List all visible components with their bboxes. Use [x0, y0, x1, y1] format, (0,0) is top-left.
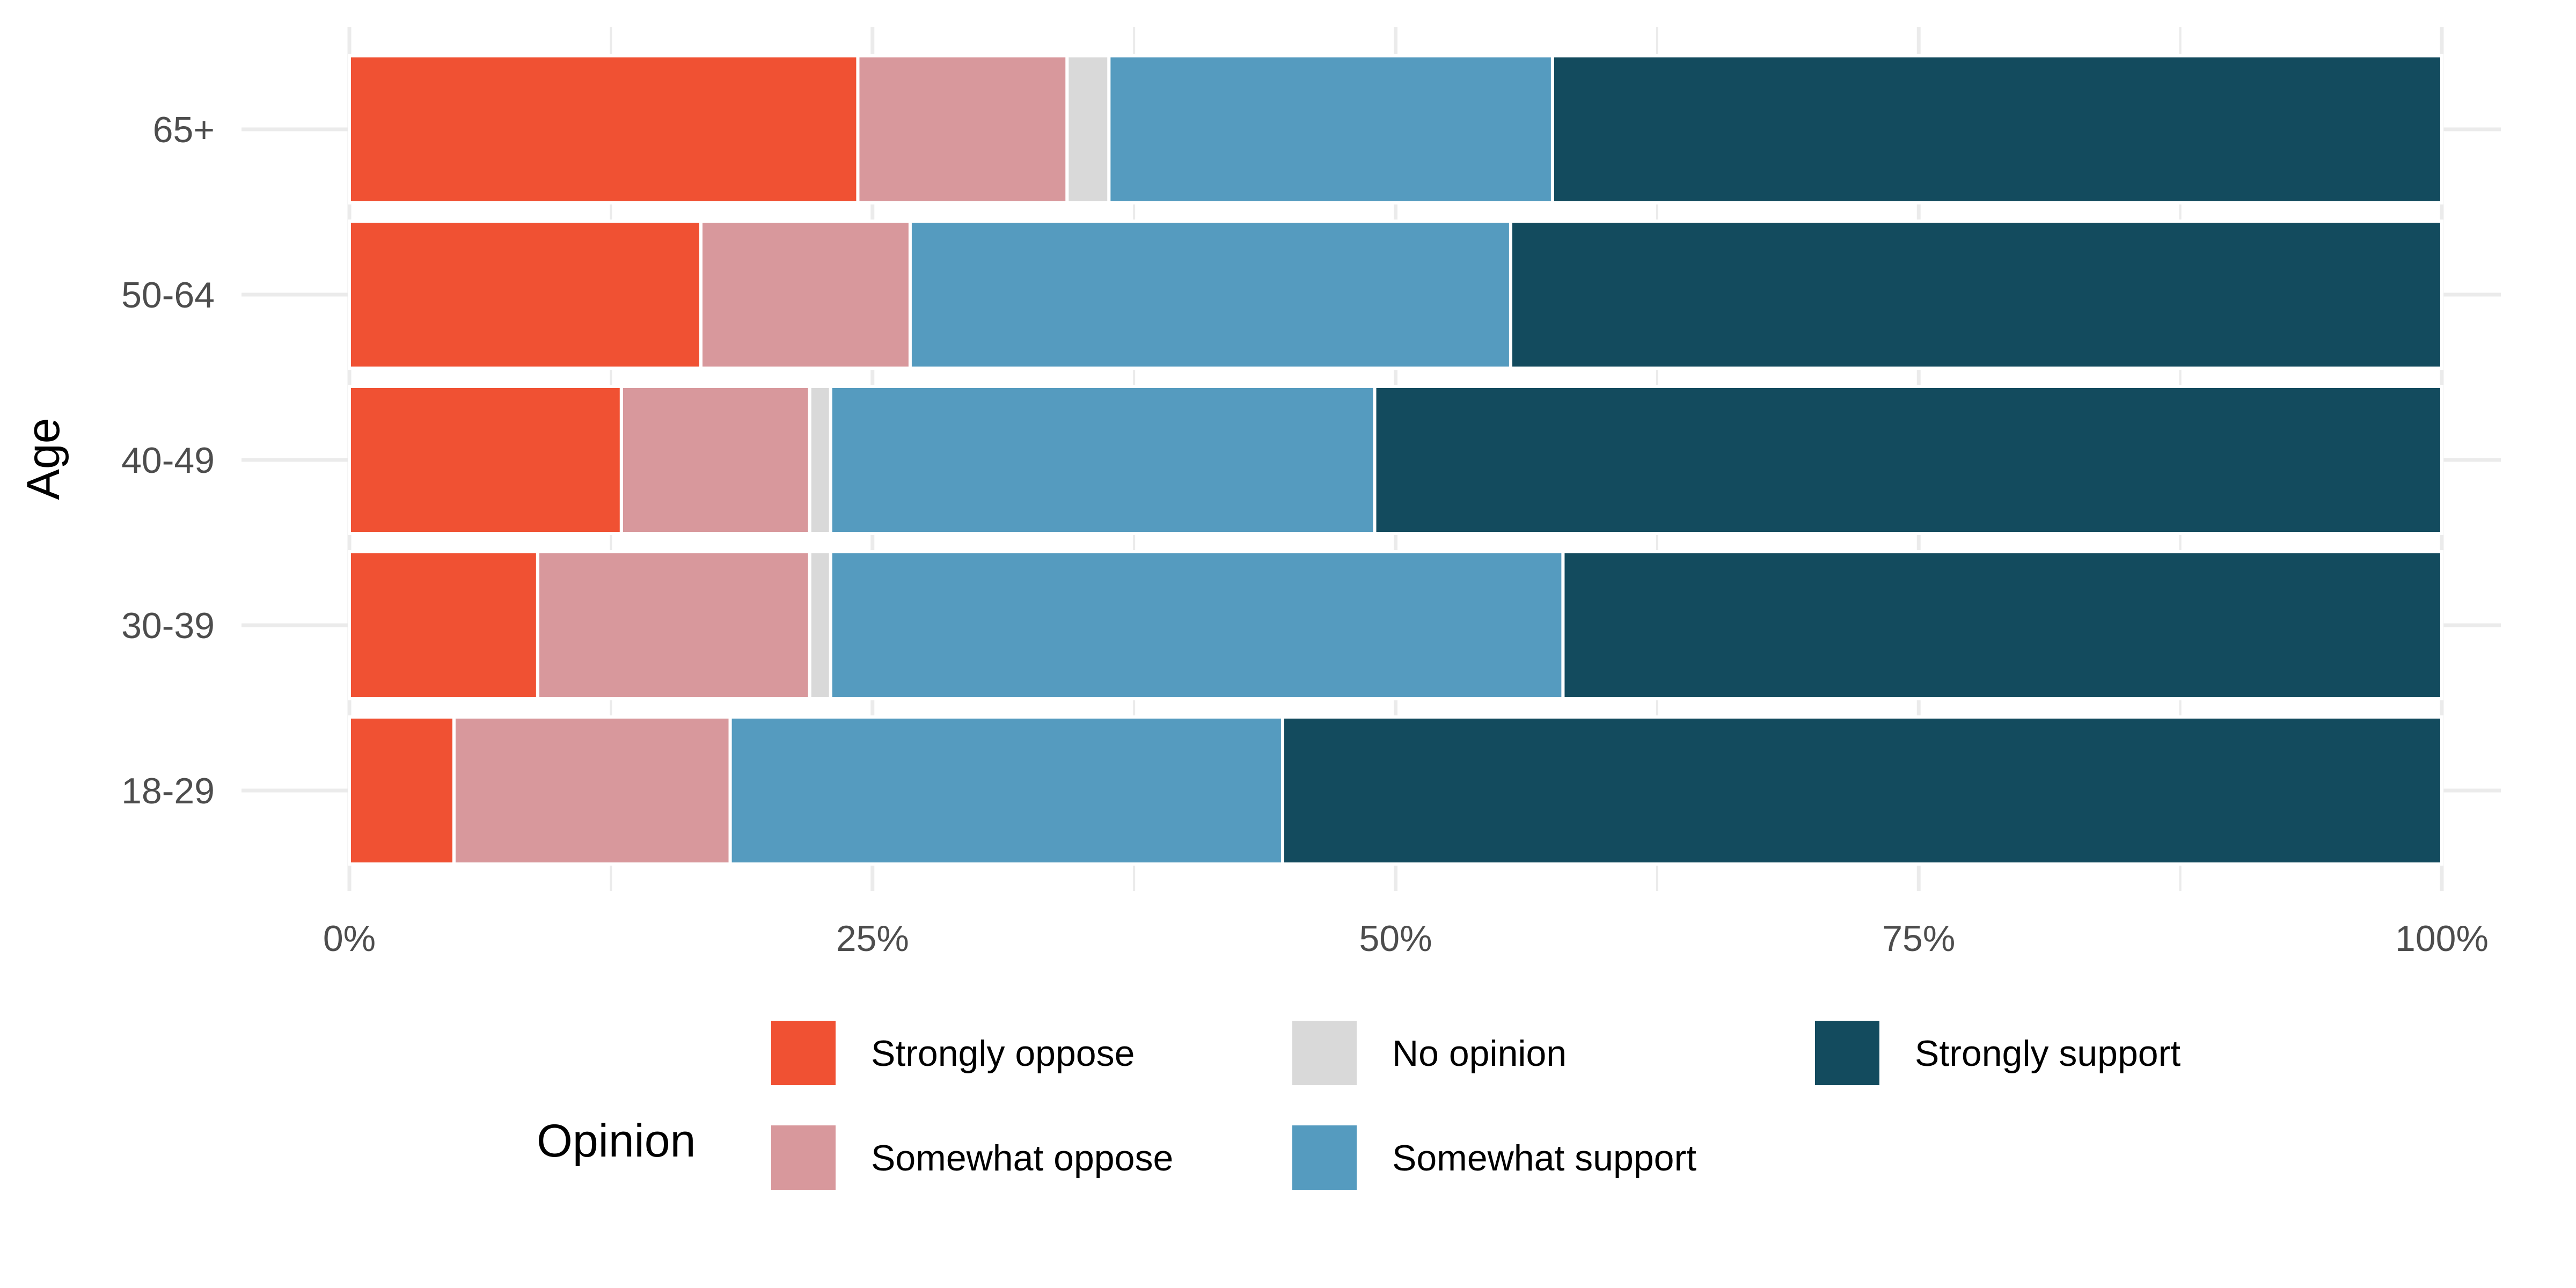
x-tick-label: 25%: [836, 918, 909, 959]
legend-label: Strongly oppose: [871, 1033, 1135, 1074]
bar-segment-strongly-oppose-30-39: [348, 550, 539, 700]
bar-segment-strongly-support-65+: [1550, 54, 2443, 204]
legend-key-somewhat-support: [1292, 1125, 1357, 1190]
bars: [348, 54, 2444, 866]
legend-key-strongly-support: [1815, 1021, 1879, 1085]
y-tick-label: 50-64: [121, 275, 215, 316]
x-tick-label: 0%: [323, 918, 376, 959]
bar-segment-somewhat-support-30-39: [829, 550, 1565, 700]
legend-label: Somewhat oppose: [871, 1138, 1173, 1179]
bar-segment-somewhat-oppose-30-39: [536, 550, 811, 700]
x-tick-label: 75%: [1882, 918, 1955, 959]
bar-segment-somewhat-oppose-18-29: [452, 715, 732, 866]
x-tick-label: 50%: [1359, 918, 1432, 959]
bar-segment-somewhat-support-50-64: [908, 219, 1512, 370]
bar-segment-strongly-oppose-65+: [348, 54, 860, 204]
bar-segment-somewhat-oppose-40-49: [619, 385, 811, 535]
x-tick-label: 100%: [2395, 918, 2489, 959]
bar-segment-strongly-support-18-29: [1280, 715, 2443, 866]
legend-label: No opinion: [1392, 1033, 1567, 1074]
y-tick-label: 40-49: [121, 440, 215, 481]
bar-segment-strongly-support-30-39: [1561, 550, 2443, 700]
legend-label: Somewhat support: [1392, 1138, 1696, 1179]
bar-segment-strongly-oppose-18-29: [348, 715, 456, 866]
bar-segment-no-opinion-65+: [1065, 54, 1111, 204]
bar-segment-somewhat-support-18-29: [728, 715, 1284, 866]
bar-segment-no-opinion-40-49: [808, 385, 832, 535]
bar-segment-somewhat-oppose-65+: [856, 54, 1069, 204]
bar-segment-strongly-oppose-40-49: [348, 385, 623, 535]
y-axis-ticks: 18-29 30-39 40-49 50-64 65+: [121, 109, 215, 811]
legend-key-somewhat-oppose: [771, 1125, 836, 1190]
legend-key-strongly-oppose: [771, 1021, 836, 1085]
bar-segment-no-opinion-30-39: [808, 550, 832, 700]
legend-key-no-opinion: [1292, 1021, 1357, 1085]
y-tick-label: 30-39: [121, 605, 215, 646]
bar-segment-strongly-support-50-64: [1509, 219, 2444, 370]
legend: Opinion Strongly oppose Somewhat oppose No…: [537, 1021, 2180, 1190]
bar-segment-somewhat-support-40-49: [829, 385, 1377, 535]
bar-segment-strongly-oppose-50-64: [348, 219, 703, 370]
y-axis-title: Age: [18, 418, 69, 500]
x-axis-ticks: 0% 25% 50% 75% 100%: [323, 918, 2489, 959]
bar-segment-somewhat-oppose-50-64: [699, 219, 912, 370]
y-tick-label: 18-29: [121, 771, 215, 811]
bar-segment-somewhat-support-65+: [1107, 54, 1554, 204]
y-tick-label: 65+: [153, 109, 215, 150]
legend-title: Opinion: [537, 1115, 696, 1167]
legend-label: Strongly support: [1915, 1033, 2180, 1074]
bar-segment-strongly-support-40-49: [1373, 385, 2443, 535]
